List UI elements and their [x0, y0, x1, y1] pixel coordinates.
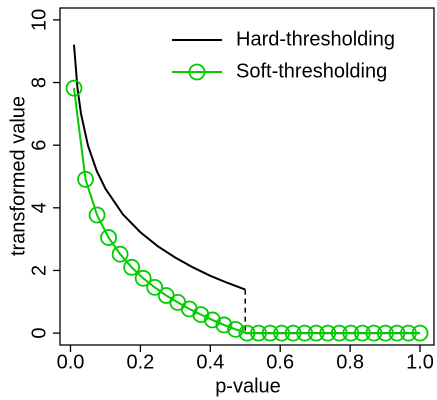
point-marker — [111, 245, 129, 263]
point-marker — [215, 316, 233, 334]
point-marker — [284, 324, 302, 342]
series-line — [72, 88, 421, 335]
point-marker — [273, 324, 291, 342]
x-tick-label: 0.6 — [266, 351, 294, 373]
point-marker — [238, 324, 256, 342]
point-marker — [377, 324, 394, 342]
point-marker — [227, 320, 244, 338]
point-marker — [400, 324, 417, 342]
point-marker — [100, 229, 117, 246]
y-tick-label: 6 — [28, 140, 50, 151]
y-tick-label: 0 — [28, 328, 50, 339]
point-marker — [296, 324, 314, 342]
point-marker — [365, 324, 383, 342]
y-tick-label: 2 — [28, 265, 50, 276]
series-line — [72, 44, 421, 335]
point-marker — [307, 324, 325, 342]
y-tick-label: 8 — [28, 77, 50, 88]
x-axis-title: p-value — [215, 375, 281, 397]
point-marker — [88, 206, 106, 224]
y-axis-title: transformed value — [7, 96, 29, 256]
point-marker — [250, 324, 267, 342]
point-marker — [123, 258, 141, 276]
legend-label: Soft-thresholding — [236, 60, 387, 82]
legend-marker — [188, 63, 206, 81]
x-tick-label: 1.0 — [406, 351, 434, 373]
point-marker — [134, 269, 152, 287]
point-marker — [319, 324, 337, 342]
point-marker — [388, 324, 406, 342]
point-marker — [342, 324, 360, 342]
point-marker — [65, 79, 83, 97]
point-marker — [411, 324, 429, 342]
y-tick-label: 10 — [28, 9, 50, 31]
x-tick-label: 0.4 — [196, 351, 224, 373]
point-marker — [353, 324, 371, 342]
plot-box — [59, 7, 435, 346]
point-marker — [146, 278, 164, 296]
point-marker — [203, 311, 221, 329]
x-tick-label: 0.8 — [336, 351, 364, 373]
point-marker — [330, 324, 348, 342]
point-marker — [261, 324, 279, 342]
x-tick-label: 0.0 — [57, 351, 85, 373]
y-tick-label: 4 — [28, 202, 50, 213]
x-tick-label: 0.2 — [126, 351, 154, 373]
legend-label: Hard-thresholding — [236, 28, 395, 50]
point-marker — [77, 170, 94, 188]
